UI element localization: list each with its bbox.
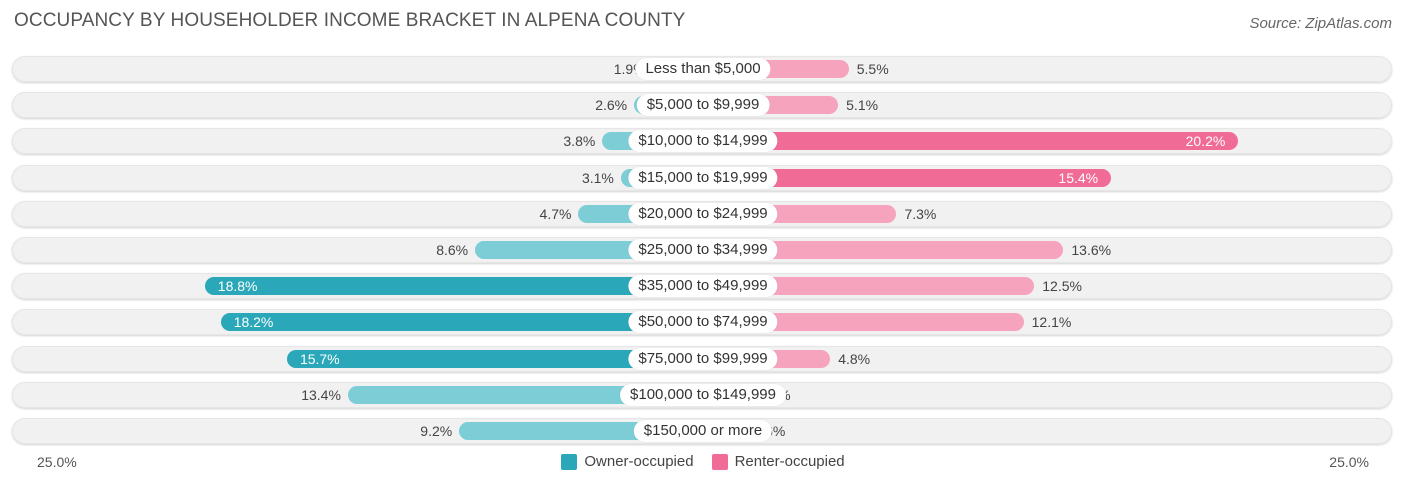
- value-label-owner: 2.6%: [595, 97, 628, 114]
- legend-label-renter: Renter-occupied: [734, 453, 845, 470]
- chart-title: OCCUPANCY BY HOUSEHOLDER INCOME BRACKET …: [14, 10, 686, 31]
- legend-item-renter: Renter-occupied: [711, 453, 845, 470]
- value-label-owner: 4.7%: [539, 205, 572, 222]
- value-label-renter: 12.1%: [1031, 314, 1072, 331]
- value-label-renter: 5.5%: [856, 61, 889, 77]
- bar-owner-occupied: [347, 385, 703, 404]
- category-label: $100,000 to $149,999: [620, 383, 786, 406]
- value-label-owner: 8.6%: [436, 242, 469, 258]
- legend: Owner-occupied Renter-occupied: [0, 453, 1406, 470]
- value-label-renter: 5.1%: [846, 97, 879, 114]
- category-label: Less than $5,000: [635, 58, 771, 80]
- bar-owner-occupied: [204, 277, 703, 296]
- bar-owner-occupied: [286, 349, 703, 368]
- value-label-owner: 15.7%: [299, 350, 340, 367]
- category-label: $10,000 to $14,999: [628, 130, 778, 153]
- category-label: $50,000 to $74,999: [628, 311, 778, 334]
- chart-source: Source: ZipAtlas.com: [1249, 15, 1392, 32]
- value-label-renter: 12.5%: [1042, 278, 1082, 295]
- bar-renter-occupied: [703, 132, 1239, 151]
- category-label: $75,000 to $99,999: [628, 347, 778, 370]
- axis-left-label: 25.0%: [37, 454, 77, 470]
- category-label: $20,000 to $24,999: [628, 202, 778, 225]
- legend-item-owner: Owner-occupied: [561, 453, 694, 470]
- value-label-owner: 3.8%: [563, 133, 596, 150]
- legend-swatch-renter: [711, 453, 728, 470]
- axis-right-label: 25.0%: [1329, 454, 1369, 470]
- bar-renter-occupied: [703, 313, 1024, 332]
- value-label-owner: 9.2%: [420, 423, 453, 439]
- value-label-renter: 4.8%: [838, 350, 871, 367]
- value-label-renter: 15.4%: [1058, 169, 1099, 186]
- value-label-owner: 18.2%: [233, 314, 274, 331]
- value-label-renter: 7.3%: [904, 205, 937, 222]
- bar-renter-occupied: [703, 277, 1035, 296]
- category-label: $35,000 to $49,999: [628, 275, 778, 298]
- bar-owner-occupied: [220, 313, 703, 332]
- value-label-renter: 13.6%: [1071, 242, 1112, 258]
- value-label-owner: 18.8%: [217, 278, 258, 295]
- bar-renter-occupied: [703, 168, 1112, 187]
- bar-renter-occupied: [703, 241, 1064, 259]
- category-label: $150,000 or more: [633, 420, 773, 442]
- legend-swatch-owner: [561, 453, 578, 470]
- category-label: $15,000 to $19,999: [628, 166, 778, 189]
- category-label: $5,000 to $9,999: [636, 94, 770, 117]
- value-label-renter: 20.2%: [1185, 133, 1226, 150]
- value-label-owner: 13.4%: [301, 386, 341, 403]
- category-label: $25,000 to $34,999: [628, 239, 778, 261]
- value-label-owner: 3.1%: [581, 169, 614, 186]
- legend-label-owner: Owner-occupied: [584, 453, 694, 470]
